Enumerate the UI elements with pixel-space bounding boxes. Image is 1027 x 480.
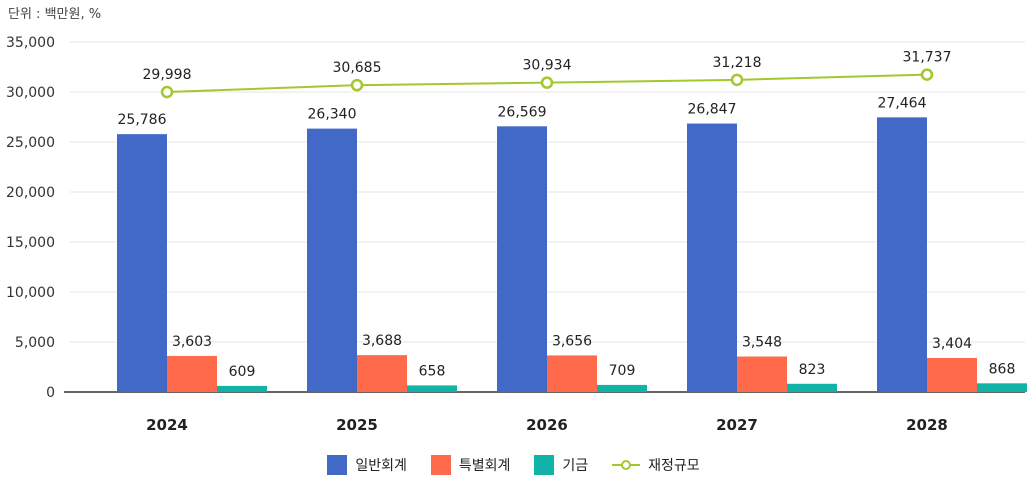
bar-일반회계-2027 [687,123,737,392]
line-point-2028 [920,68,934,81]
legend-label-general: 일반회계 [355,458,407,474]
line-point-2025 [350,78,364,92]
data-label-기금-2027: 823 [799,362,826,378]
y-tick-label-2: 10,000 [6,285,55,301]
line-point-2026 [540,76,554,89]
y-tick-label-3: 15,000 [6,235,55,251]
x-tick-label-2024: 2024 [146,416,188,434]
legend-item-fiscal-scale[interactable]: 재정규모 [612,455,700,475]
bar-기금-2028 [977,383,1027,392]
x-tick-label-2027: 2027 [716,416,758,434]
legend-item-fund[interactable]: 기금 [534,455,588,475]
legend-label-fund: 기금 [562,458,589,474]
bar-기금-2025 [407,385,457,392]
bar-특별회계-2024 [167,355,217,392]
data-label-일반회계-2025: 26,340 [308,107,357,123]
legend-label-fiscal: 재정규모 [648,458,700,474]
data-label-기금-2026: 709 [609,363,636,379]
line-data-label-2024: 29,998 [143,67,192,83]
bar-특별회계-2027 [737,356,787,392]
line-data-label-2027: 31,218 [713,55,762,71]
bar-특별회계-2025 [357,355,407,392]
line-data-label-2026: 30,934 [523,58,572,74]
bar-기금-2026 [597,384,647,392]
y-tick-label-5: 25,000 [6,135,55,151]
y-tick-label-6: 30,000 [6,85,55,101]
data-label-일반회계-2028: 27,464 [878,95,927,111]
legend: 일반회계 특별회계 기금 재정규모 [0,455,1027,475]
bar-기금-2024 [217,385,267,392]
bar-일반회계-2028 [877,117,927,393]
line-point-2027 [730,73,744,87]
line-point-2024 [160,85,174,99]
unit-label: 단위 : 백만원, % [8,7,102,22]
legend-swatch-fund [534,455,555,475]
data-label-일반회계-2027: 26,847 [688,102,737,118]
bar-일반회계-2024 [117,134,167,392]
y-tick-label-7: 35,000 [6,35,55,51]
y-tick-label-0: 0 [46,385,55,401]
x-tick-label-2028: 2028 [906,416,948,434]
bar-특별회계-2028 [927,357,977,392]
data-label-특별회계-2027: 3,548 [742,335,782,351]
chart-svg: 0 5,000 10,000 15,000 20,000 25,000 30,000 35,0… [6,35,1027,434]
data-label-기금-2024: 609 [229,364,256,380]
data-label-기금-2025: 658 [419,363,446,379]
y-tick-label-1: 5,000 [15,335,55,351]
legend-item-general-account[interactable]: 일반회계 [327,455,407,475]
data-label-일반회계-2024: 25,786 [118,112,167,128]
data-label-일반회계-2026: 26,569 [498,104,547,120]
y-tick-label-4: 20,000 [6,185,55,201]
legend-swatch-special [430,455,451,475]
line-data-label-2025: 30,685 [333,60,382,76]
legend-swatch-line [612,458,641,472]
bar-특별회계-2026 [547,355,597,392]
x-tick-label-2025: 2025 [336,416,378,434]
x-tick-label-2026: 2026 [526,416,568,434]
bar-일반회계-2026 [497,126,547,392]
legend-item-special-account[interactable]: 특별회계 [430,455,511,475]
data-label-특별회계-2024: 3,603 [172,334,212,350]
bar-기금-2027 [787,383,837,392]
data-label-특별회계-2025: 3,688 [362,333,402,349]
legend-label-special: 특별회계 [458,458,511,474]
bar-일반회계-2025 [307,128,357,392]
line-data-label-2028: 31,737 [903,50,952,66]
legend-swatch-general [327,455,348,475]
data-label-특별회계-2028: 3,404 [932,336,972,352]
data-label-기금-2028: 868 [989,361,1016,377]
data-label-특별회계-2026: 3,656 [552,333,592,349]
